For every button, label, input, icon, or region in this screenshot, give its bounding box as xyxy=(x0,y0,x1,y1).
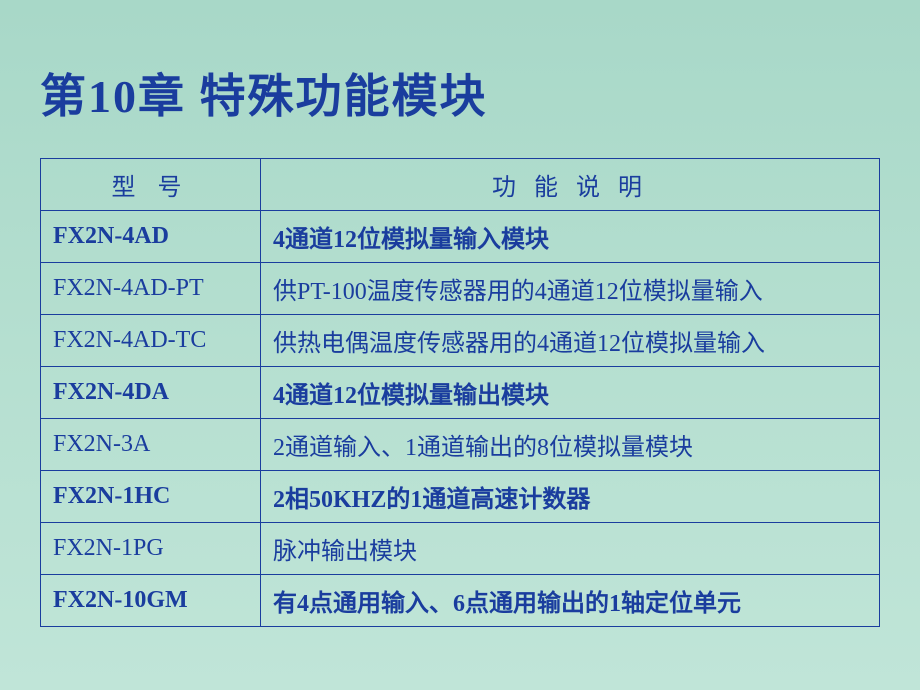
cell-model: FX2N-10GM xyxy=(41,575,261,627)
header-model: 型 号 xyxy=(41,159,261,211)
header-function: 功 能 说 明 xyxy=(261,159,880,211)
cell-description: 4通道12位模拟量输入模块 xyxy=(261,211,880,263)
module-table: 型 号 功 能 说 明 FX2N-4AD 4通道12位模拟量输入模块FX2N-4… xyxy=(40,158,880,627)
slide-container: 第10章 特殊功能模块 型 号 功 能 说 明 FX2N-4AD 4通道12位模… xyxy=(0,0,920,667)
cell-model: FX2N-1PG xyxy=(41,523,261,575)
table-row: FX2N-1PG脉冲输出模块 xyxy=(41,523,880,575)
cell-model: FX2N-4DA xyxy=(41,367,261,419)
cell-description: 4通道12位模拟量输出模块 xyxy=(261,367,880,419)
cell-description: 2通道输入、1通道输出的8位模拟量模块 xyxy=(261,419,880,471)
table-row: FX2N-4AD-PT供PT-100温度传感器用的4通道12位模拟量输入 xyxy=(41,263,880,315)
cell-description: 供PT-100温度传感器用的4通道12位模拟量输入 xyxy=(261,263,880,315)
cell-model: FX2N-4AD xyxy=(41,211,261,263)
table-row: FX2N-3A2通道输入、1通道输出的8位模拟量模块 xyxy=(41,419,880,471)
cell-model: FX2N-4AD-TC xyxy=(41,315,261,367)
table-row: FX2N-10GM 有4点通用输入、6点通用输出的1轴定位单元 xyxy=(41,575,880,627)
cell-model: FX2N-1HC xyxy=(41,471,261,523)
table-body: FX2N-4AD 4通道12位模拟量输入模块FX2N-4AD-PT供PT-100… xyxy=(41,211,880,627)
table-row: FX2N-4AD 4通道12位模拟量输入模块 xyxy=(41,211,880,263)
table-row: FX2N-4AD-TC供热电偶温度传感器用的4通道12位模拟量输入 xyxy=(41,315,880,367)
table-row: FX2N-1HC 2相50KHZ的1通道高速计数器 xyxy=(41,471,880,523)
cell-description: 2相50KHZ的1通道高速计数器 xyxy=(261,471,880,523)
cell-description: 脉冲输出模块 xyxy=(261,523,880,575)
cell-model: FX2N-4AD-PT xyxy=(41,263,261,315)
cell-model: FX2N-3A xyxy=(41,419,261,471)
table-header-row: 型 号 功 能 说 明 xyxy=(41,159,880,211)
cell-description: 供热电偶温度传感器用的4通道12位模拟量输入 xyxy=(261,315,880,367)
cell-description: 有4点通用输入、6点通用输出的1轴定位单元 xyxy=(261,575,880,627)
page-title: 第10章 特殊功能模块 xyxy=(40,60,880,126)
table-row: FX2N-4DA 4通道12位模拟量输出模块 xyxy=(41,367,880,419)
